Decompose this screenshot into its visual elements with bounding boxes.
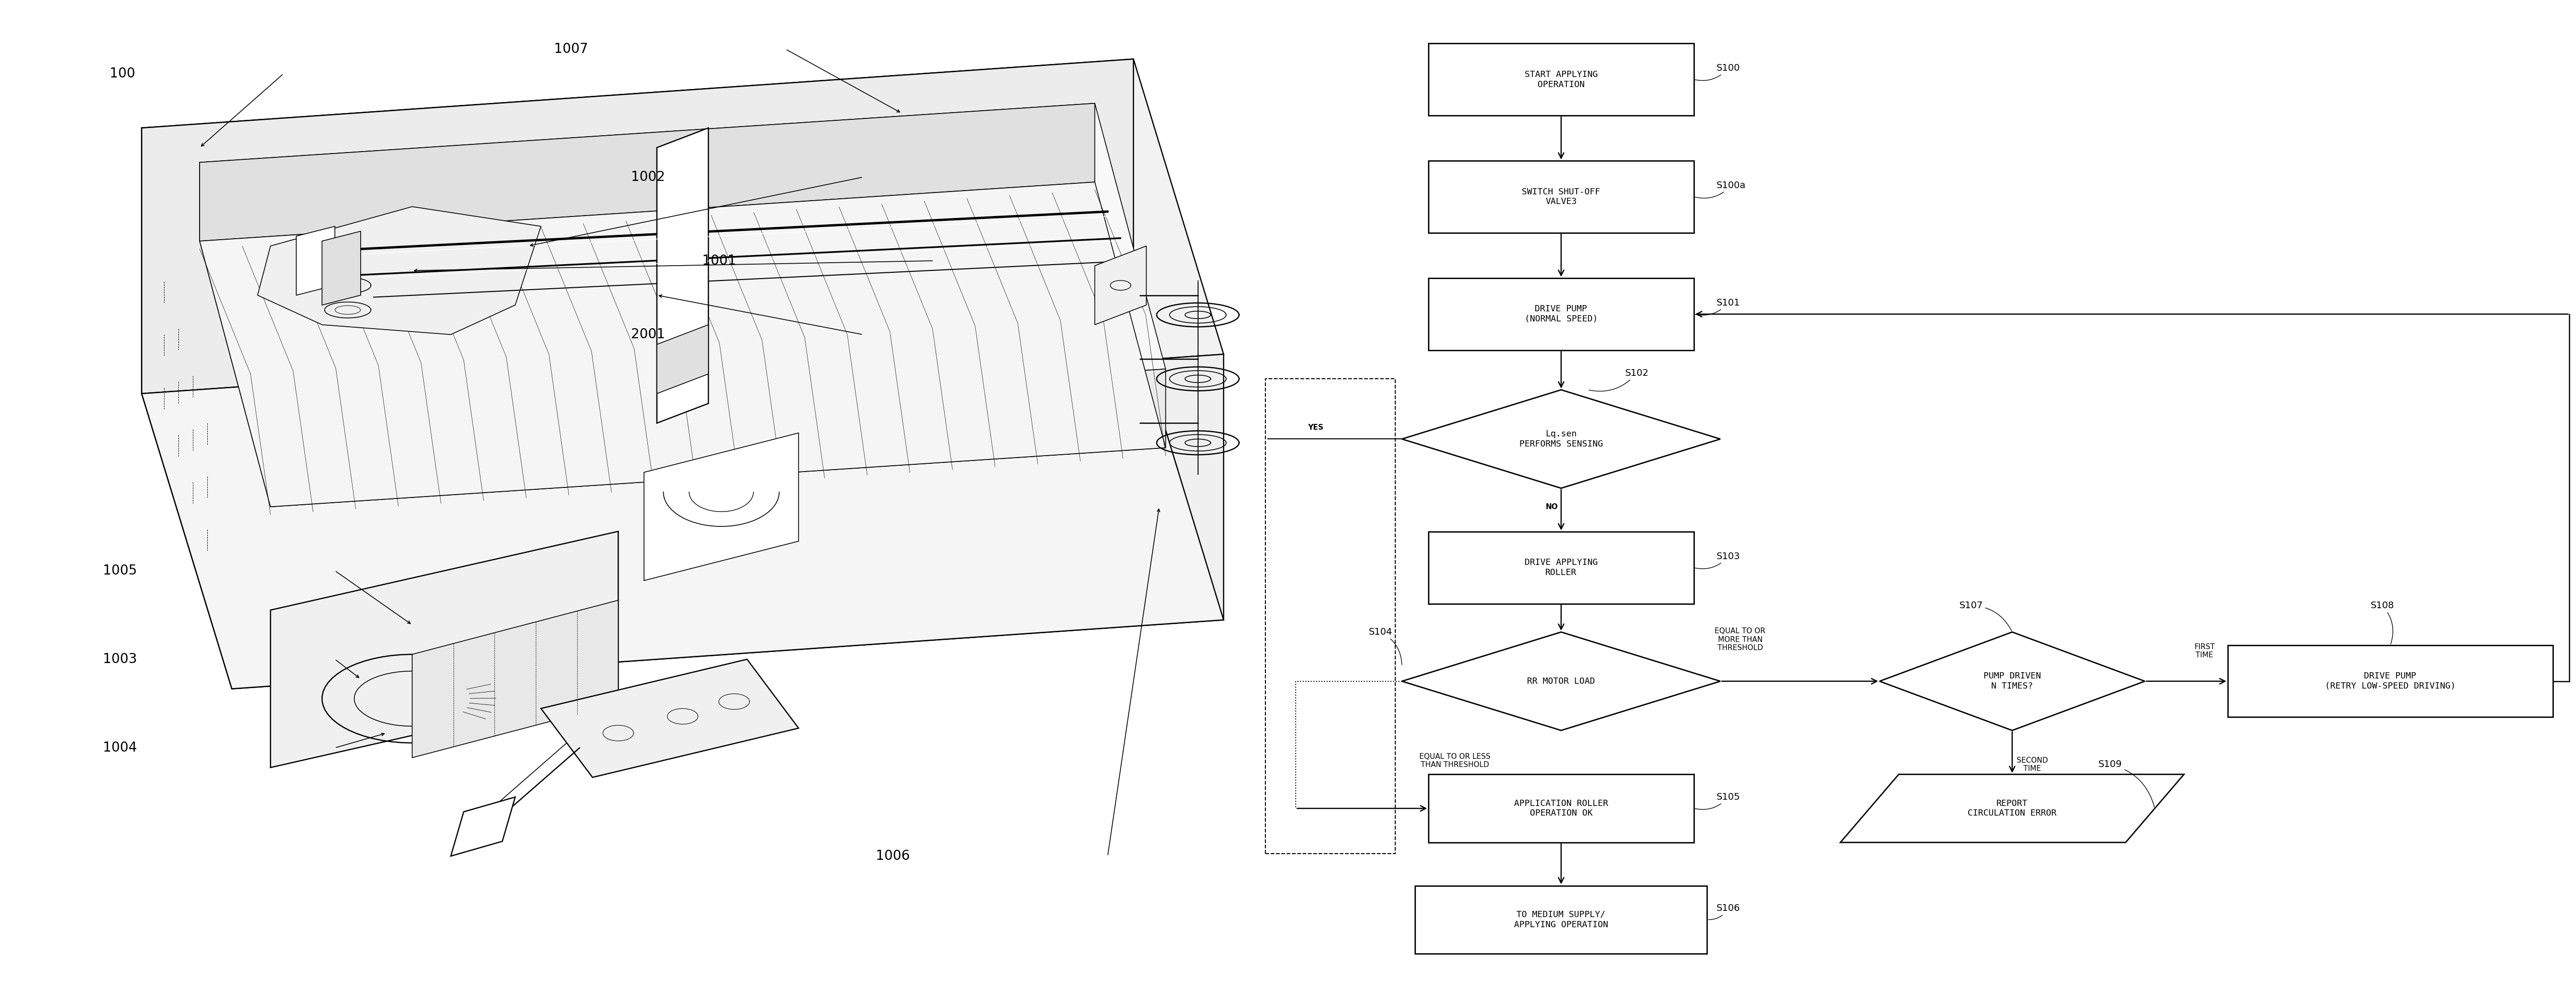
Polygon shape xyxy=(644,433,799,581)
Text: 1001: 1001 xyxy=(703,254,737,268)
Polygon shape xyxy=(201,162,270,507)
Polygon shape xyxy=(142,325,1224,689)
Text: 100: 100 xyxy=(111,67,134,81)
Polygon shape xyxy=(142,128,232,689)
Text: 2001: 2001 xyxy=(631,328,665,341)
Text: SECOND
TIME: SECOND TIME xyxy=(2017,757,2048,772)
Bar xyxy=(1430,774,1695,842)
Polygon shape xyxy=(1095,246,1146,325)
Bar xyxy=(1414,886,1708,953)
Text: 1002: 1002 xyxy=(631,170,665,184)
Text: RR MOTOR LOAD: RR MOTOR LOAD xyxy=(1528,677,1595,686)
Text: S101: S101 xyxy=(1695,298,1739,315)
Polygon shape xyxy=(322,231,361,305)
Text: S103: S103 xyxy=(1695,552,1739,569)
Text: REPORT
CIRCULATION ERROR: REPORT CIRCULATION ERROR xyxy=(1968,799,2056,818)
Text: 1005: 1005 xyxy=(103,564,137,578)
Polygon shape xyxy=(451,797,515,856)
Polygon shape xyxy=(296,226,335,295)
Text: S104: S104 xyxy=(1368,628,1401,665)
Polygon shape xyxy=(232,354,1224,689)
Polygon shape xyxy=(541,659,799,777)
Polygon shape xyxy=(270,531,618,768)
Polygon shape xyxy=(1401,390,1721,488)
Polygon shape xyxy=(657,325,708,394)
Polygon shape xyxy=(1880,632,2146,730)
Polygon shape xyxy=(1839,774,2184,842)
Text: S108: S108 xyxy=(2370,601,2393,644)
Text: START APPLYING
OPERATION: START APPLYING OPERATION xyxy=(1525,70,1597,89)
Text: S105: S105 xyxy=(1695,792,1741,810)
Polygon shape xyxy=(201,103,1095,241)
Text: S109: S109 xyxy=(2099,760,2154,807)
Bar xyxy=(1265,379,1396,854)
Bar xyxy=(1430,531,1695,603)
Text: 1004: 1004 xyxy=(103,741,137,755)
Text: SWITCH SHUT-OFF
VALVE3: SWITCH SHUT-OFF VALVE3 xyxy=(1522,188,1600,206)
Text: S100a: S100a xyxy=(1695,181,1747,198)
Bar xyxy=(1430,160,1695,233)
Text: FIRST
TIME: FIRST TIME xyxy=(2195,644,2215,658)
Polygon shape xyxy=(201,182,1167,507)
Polygon shape xyxy=(657,128,708,423)
Text: DRIVE PUMP
(RETRY LOW-SPEED DRIVING): DRIVE PUMP (RETRY LOW-SPEED DRIVING) xyxy=(2326,672,2455,691)
Bar xyxy=(2228,646,2553,717)
Text: Lq.sen
PERFORMS SENSING: Lq.sen PERFORMS SENSING xyxy=(1520,430,1602,449)
Text: S107: S107 xyxy=(1960,601,2012,631)
Text: PUMP DRIVEN
N TIMES?: PUMP DRIVEN N TIMES? xyxy=(1984,672,2040,691)
Text: NO: NO xyxy=(1546,504,1558,511)
Bar xyxy=(1430,43,1695,115)
Text: 1007: 1007 xyxy=(554,42,587,56)
Text: 1003: 1003 xyxy=(103,652,137,666)
Text: YES: YES xyxy=(1309,424,1324,431)
Text: EQUAL TO OR
MORE THAN
THRESHOLD: EQUAL TO OR MORE THAN THRESHOLD xyxy=(1716,628,1765,651)
Polygon shape xyxy=(201,103,1167,428)
Polygon shape xyxy=(1401,632,1721,730)
Polygon shape xyxy=(258,207,541,335)
Polygon shape xyxy=(412,600,618,758)
Polygon shape xyxy=(142,59,1224,423)
Text: APPLICATION ROLLER
OPERATION OK: APPLICATION ROLLER OPERATION OK xyxy=(1515,799,1607,818)
Polygon shape xyxy=(142,59,1133,394)
Bar xyxy=(1430,278,1695,350)
Text: EQUAL TO OR LESS
THAN THRESHOLD: EQUAL TO OR LESS THAN THRESHOLD xyxy=(1419,753,1492,769)
Text: DRIVE PUMP
(NORMAL SPEED): DRIVE PUMP (NORMAL SPEED) xyxy=(1525,305,1597,324)
Polygon shape xyxy=(270,369,1167,507)
Text: S102: S102 xyxy=(1589,369,1649,392)
Text: DRIVE APPLYING
ROLLER: DRIVE APPLYING ROLLER xyxy=(1525,558,1597,577)
Text: S100: S100 xyxy=(1695,64,1739,81)
Text: 1006: 1006 xyxy=(876,849,909,863)
Text: TO MEDIUM SUPPLY/
APPLYING OPERATION: TO MEDIUM SUPPLY/ APPLYING OPERATION xyxy=(1515,910,1607,929)
Text: S106: S106 xyxy=(1708,903,1739,920)
